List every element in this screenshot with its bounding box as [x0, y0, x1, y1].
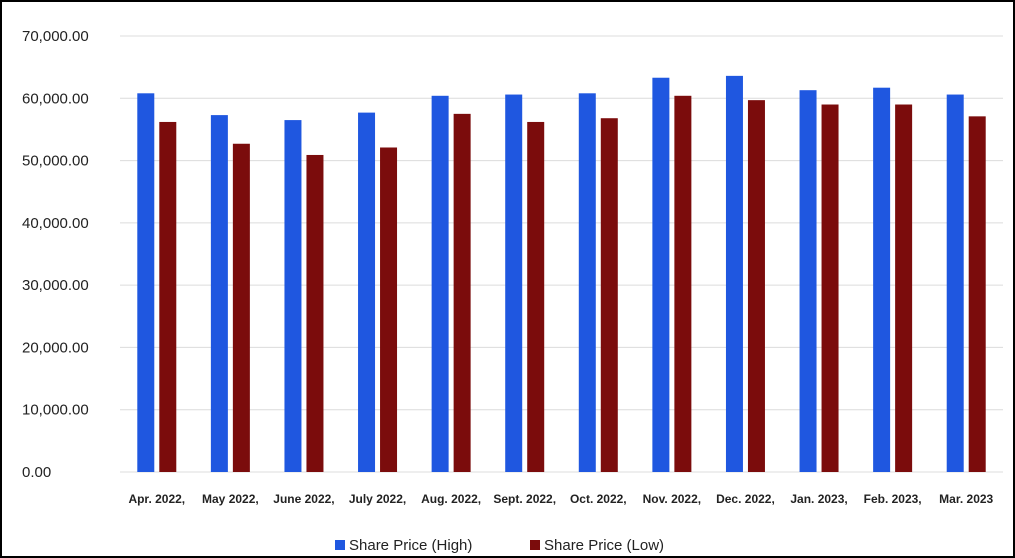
bar-share-price-high	[284, 120, 302, 472]
bar-share-price-high	[725, 75, 743, 472]
bar-share-price-low	[895, 104, 913, 472]
x-tick-label: Oct. 2022,	[570, 492, 627, 506]
bar-share-price-high	[358, 112, 376, 473]
bar-share-price-low	[968, 116, 986, 472]
x-tick-label: Jan. 2023,	[790, 492, 847, 506]
y-tick-label: 10,000.00	[22, 402, 89, 419]
bar-share-price-high	[210, 115, 228, 473]
bars	[137, 75, 986, 473]
bar-share-price-low	[232, 143, 250, 473]
x-tick-label: Aug. 2022,	[421, 492, 481, 506]
x-tick-label: July 2022,	[349, 492, 406, 506]
x-tick-label: Feb. 2023,	[864, 492, 922, 506]
x-tick-label: Sept. 2022,	[493, 492, 556, 506]
bar-share-price-low	[159, 121, 177, 472]
legend-label: Share Price (High)	[349, 537, 472, 554]
y-tick-label: 70,000.00	[22, 28, 89, 45]
bar-share-price-high	[578, 93, 596, 472]
y-tick-label: 30,000.00	[22, 277, 89, 294]
x-tick-label: June 2022,	[273, 492, 334, 506]
x-tick-label: Nov. 2022,	[643, 492, 701, 506]
legend-label: Share Price (Low)	[544, 537, 664, 554]
y-tick-label: 0.00	[22, 464, 51, 481]
bar-share-price-high	[799, 90, 817, 472]
legend: Share Price (High) Share Price (Low)	[335, 537, 664, 554]
bar-share-price-high	[873, 87, 891, 472]
bar-share-price-high	[652, 77, 670, 472]
bar-share-price-low	[306, 154, 324, 473]
x-tick-label: May 2022,	[202, 492, 259, 506]
legend-swatch	[530, 540, 540, 550]
x-tick-label: Dec. 2022,	[716, 492, 775, 506]
bar-share-price-low	[747, 100, 765, 472]
y-tick-label: 50,000.00	[22, 153, 89, 170]
bar-share-price-low	[821, 104, 839, 472]
x-tick-label: Apr. 2022,	[128, 492, 185, 506]
x-axis-ticks: Apr. 2022, May 2022, June 2022, July 2022, A…	[128, 492, 993, 506]
y-axis-ticks: 0.00 10,000.00 20,000.00 30,000.00 40,000.00…	[22, 28, 89, 481]
bar-share-price-high	[946, 94, 964, 472]
bar-share-price-low	[600, 118, 618, 473]
y-tick-label: 60,000.00	[22, 90, 89, 107]
x-tick-label: Mar. 2023	[939, 492, 993, 506]
bar-share-price-high	[505, 94, 523, 472]
bar-share-price-low	[453, 113, 471, 472]
bar-share-price-high	[431, 95, 449, 473]
bar-share-price-low	[380, 147, 398, 472]
bar-share-price-high	[137, 93, 155, 472]
y-tick-label: 20,000.00	[22, 339, 89, 356]
bar-share-price-low	[674, 95, 692, 473]
y-tick-label: 40,000.00	[22, 215, 89, 232]
gridlines	[120, 35, 1003, 473]
bar-share-price-low	[527, 121, 545, 472]
legend-swatch	[335, 540, 345, 550]
